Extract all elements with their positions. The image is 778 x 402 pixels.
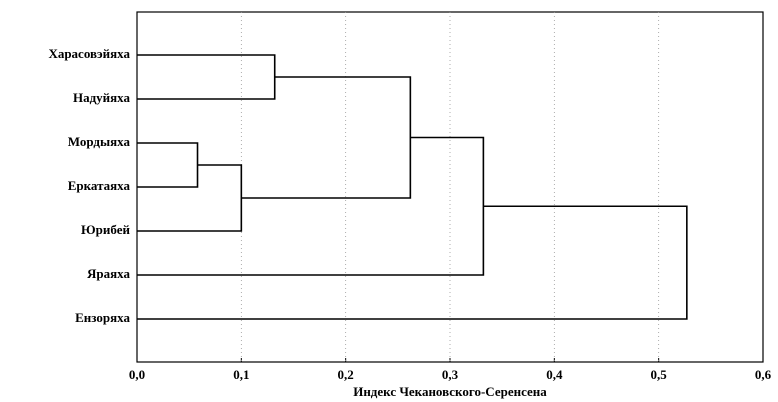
leaf-label: Еркатаяха xyxy=(68,178,131,193)
dendrogram-link xyxy=(137,205,688,320)
x-tick-label: 0,2 xyxy=(338,367,354,382)
leaf-label: Мордыяха xyxy=(68,134,131,149)
x-tick-label: 0,0 xyxy=(129,367,145,382)
dendrogram-link xyxy=(137,54,276,100)
leaf-label: Юрибей xyxy=(81,222,130,237)
leaf-label: Харасовэйяха xyxy=(48,46,130,61)
dendrogram-link xyxy=(137,142,199,188)
x-tick-label: 0,4 xyxy=(546,367,563,382)
dendrogram-link xyxy=(137,164,243,232)
dendrogram-link xyxy=(241,76,412,199)
x-tick-label: 0,6 xyxy=(755,367,772,382)
x-axis-label: Индекс Чекановского-Серенсена xyxy=(353,384,547,399)
leaf-label: Надуйяха xyxy=(73,90,131,105)
x-tick-label: 0,5 xyxy=(651,367,668,382)
leaf-label: Яраяха xyxy=(87,266,130,281)
leaf-label: Ензоряха xyxy=(75,310,130,325)
dendrogram-link xyxy=(137,136,485,276)
x-tick-label: 0,1 xyxy=(233,367,249,382)
x-tick-label: 0,3 xyxy=(442,367,459,382)
